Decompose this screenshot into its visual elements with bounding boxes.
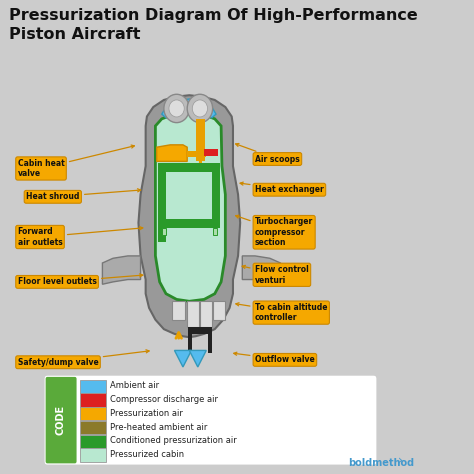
Text: Floor level outlets: Floor level outlets: [18, 274, 143, 286]
Text: Outflow valve: Outflow valve: [234, 352, 315, 365]
Bar: [212, 163, 220, 228]
Bar: [158, 219, 220, 228]
Text: Heat exchanger: Heat exchanger: [240, 182, 324, 194]
Bar: [187, 151, 206, 156]
Bar: [158, 163, 166, 228]
Text: Pressurized cabin: Pressurized cabin: [110, 450, 184, 459]
Polygon shape: [138, 95, 240, 337]
Bar: [81, 380, 106, 393]
Polygon shape: [242, 256, 281, 284]
Text: Conditioned pressurization air: Conditioned pressurization air: [110, 436, 237, 445]
Bar: [81, 407, 106, 420]
Circle shape: [187, 94, 213, 123]
Text: Air scoops: Air scoops: [236, 144, 300, 164]
Text: Compressor discharge air: Compressor discharge air: [110, 395, 218, 404]
Polygon shape: [189, 350, 206, 367]
Bar: [213, 301, 225, 319]
Circle shape: [192, 100, 208, 117]
Circle shape: [169, 100, 184, 117]
Bar: [187, 301, 199, 327]
Bar: [158, 163, 220, 172]
Bar: [213, 228, 217, 235]
Polygon shape: [155, 113, 225, 301]
Text: Cabin heat
valve: Cabin heat valve: [18, 145, 135, 178]
Text: Pre-heated ambient air: Pre-heated ambient air: [110, 422, 208, 431]
Text: Piston Aircraft: Piston Aircraft: [9, 27, 141, 42]
Bar: [162, 228, 166, 235]
Bar: [81, 393, 106, 407]
Text: Turbocharger
compressor
section: Turbocharger compressor section: [236, 215, 313, 247]
Text: Heat shroud: Heat shroud: [26, 189, 141, 201]
Bar: [173, 301, 185, 319]
Bar: [189, 334, 192, 353]
FancyBboxPatch shape: [44, 375, 377, 465]
Text: Flow control
venturi: Flow control venturi: [242, 265, 309, 284]
Text: ›: ›: [398, 454, 403, 467]
Polygon shape: [102, 256, 141, 284]
Polygon shape: [174, 350, 191, 367]
Bar: [81, 448, 106, 462]
Text: Pressurization Diagram Of High-Performance: Pressurization Diagram Of High-Performan…: [9, 8, 418, 23]
Text: Ambient air: Ambient air: [110, 381, 159, 390]
Text: boldmethod: boldmethod: [348, 457, 414, 468]
Text: CODE: CODE: [56, 405, 66, 435]
Bar: [209, 334, 212, 353]
Bar: [158, 228, 166, 242]
Polygon shape: [157, 145, 187, 161]
Text: Forward
air outlets: Forward air outlets: [18, 227, 143, 246]
Text: To cabin altitude
controller: To cabin altitude controller: [236, 303, 328, 322]
Bar: [204, 149, 218, 156]
Text: Safety/dump valve: Safety/dump valve: [18, 350, 149, 367]
Bar: [81, 421, 106, 434]
FancyBboxPatch shape: [46, 377, 77, 464]
Bar: [196, 119, 205, 161]
Polygon shape: [162, 99, 216, 118]
Text: Pressurization air: Pressurization air: [110, 409, 183, 418]
Bar: [200, 301, 212, 327]
Circle shape: [164, 94, 189, 123]
Bar: [81, 435, 106, 448]
Bar: [189, 327, 212, 334]
